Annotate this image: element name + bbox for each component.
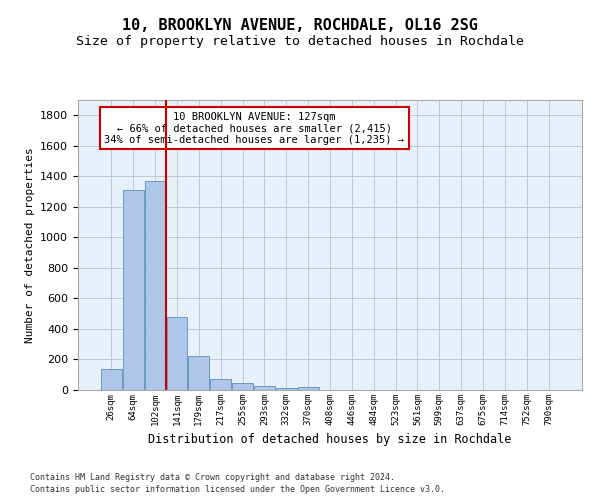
Text: Distribution of detached houses by size in Rochdale: Distribution of detached houses by size …	[148, 432, 512, 446]
Bar	[276, 388, 296, 390]
Bar	[210, 378, 231, 390]
Bar	[188, 356, 209, 390]
Bar	[123, 190, 143, 390]
Text: Size of property relative to detached houses in Rochdale: Size of property relative to detached ho…	[76, 35, 524, 48]
Text: 10 BROOKLYN AVENUE: 127sqm
← 66% of detached houses are smaller (2,415)
34% of s: 10 BROOKLYN AVENUE: 127sqm ← 66% of deta…	[104, 112, 404, 145]
Bar	[101, 368, 122, 390]
Bar	[232, 383, 253, 390]
Text: 10, BROOKLYN AVENUE, ROCHDALE, OL16 2SG: 10, BROOKLYN AVENUE, ROCHDALE, OL16 2SG	[122, 18, 478, 32]
Bar	[254, 386, 275, 390]
Bar	[298, 387, 319, 390]
Text: Contains public sector information licensed under the Open Government Licence v3: Contains public sector information licen…	[30, 485, 445, 494]
Bar	[145, 181, 166, 390]
Text: Contains HM Land Registry data © Crown copyright and database right 2024.: Contains HM Land Registry data © Crown c…	[30, 472, 395, 482]
Bar	[167, 316, 187, 390]
Y-axis label: Number of detached properties: Number of detached properties	[25, 147, 35, 343]
